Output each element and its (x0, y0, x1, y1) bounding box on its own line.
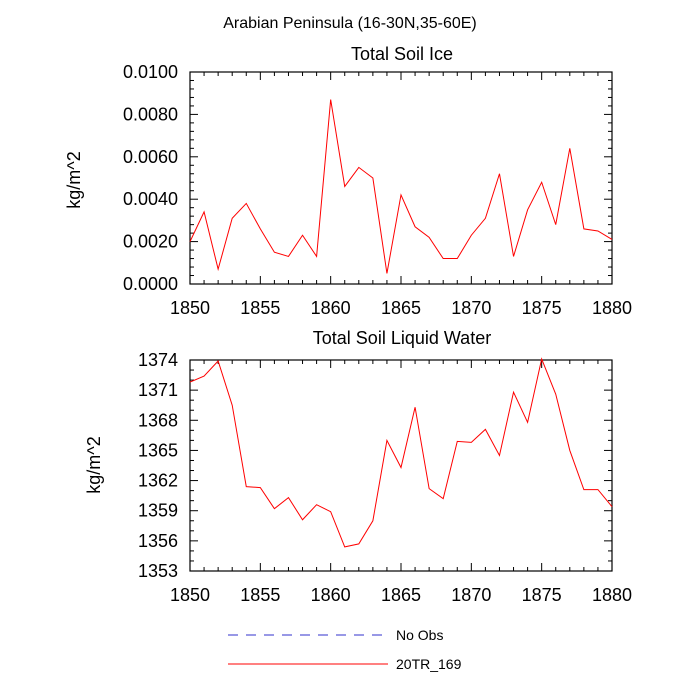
y-axis-label-soil-liquid-water: kg/m^2 (84, 436, 104, 493)
x-tick-label: 1855 (240, 585, 280, 605)
plot-area-soil-ice: 1850 1855 1860 1865 1870 1875 1880 0.0000 0.0020… (123, 62, 632, 318)
y-tick-label: 0.0080 (123, 104, 178, 124)
y-axis-label-soil-ice: kg/m^2 (64, 151, 84, 208)
plot-frame (189, 71, 613, 285)
series-line-20tr-169 (189, 357, 613, 548)
y-tick-label: 0.0020 (123, 232, 178, 252)
x-tick-label: 1870 (451, 298, 491, 318)
x-tick-label: 1875 (522, 585, 562, 605)
y-tick-label: 1365 (138, 440, 178, 460)
y-tick-label: 0.0040 (123, 189, 178, 209)
x-tick-label: 1855 (240, 298, 280, 318)
x-tick-label: 1860 (311, 585, 351, 605)
x-tick-label: 1870 (451, 585, 491, 605)
y-tick-label: 1368 (138, 410, 178, 430)
y-tick-label: 1359 (138, 501, 178, 521)
series-line-20tr-169 (189, 99, 613, 274)
chart-title-soil-ice: Total Soil Ice (351, 44, 453, 64)
chart-total-soil-liquid-water: Total Soil Liquid Water kg/m^2 1850 1855 1… (84, 328, 632, 605)
legend-label-20tr-169: 20TR_169 (396, 656, 462, 672)
plot-area-soil-liquid-water: 1850 1855 1860 1865 1870 1875 1880 1353 1356 1359… (138, 350, 632, 605)
x-tick-label: 1865 (381, 585, 421, 605)
y-tick-label: 1362 (138, 471, 178, 491)
x-tick-label: 1875 (522, 298, 562, 318)
x-tick-label: 1850 (170, 298, 210, 318)
y-tick-label: 0.0000 (123, 274, 178, 294)
y-tick-label: 1356 (138, 531, 178, 551)
x-tick-label: 1880 (592, 585, 632, 605)
chart-total-soil-ice: Total Soil Ice kg/m^2 1850 1855 1860 1865 18… (64, 44, 632, 318)
x-tick-label: 1865 (381, 298, 421, 318)
x-tick-label: 1880 (592, 298, 632, 318)
legend-label-no-obs: No Obs (396, 627, 443, 643)
chart-title-soil-liquid-water: Total Soil Liquid Water (313, 328, 491, 348)
y-tick-label: 1374 (138, 350, 178, 370)
y-tick-label: 0.0100 (123, 62, 178, 82)
legend: No Obs 20TR_169 (228, 627, 462, 672)
y-tick-label: 1353 (138, 561, 178, 581)
x-tick-label: 1850 (170, 585, 210, 605)
x-tick-label: 1860 (311, 298, 351, 318)
figure-suptitle: Arabian Peninsula (16-30N,35-60E) (223, 15, 476, 32)
y-tick-label: 0.0060 (123, 147, 178, 167)
y-tick-label: 1371 (138, 380, 178, 400)
